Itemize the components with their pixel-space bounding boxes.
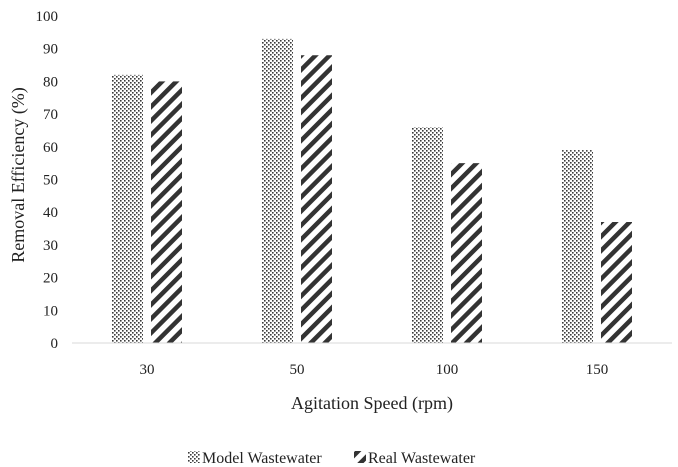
x-tick-label: 50	[290, 362, 305, 378]
y-tick-label: 20	[43, 271, 58, 287]
y-tick-label: 70	[43, 107, 58, 123]
x-tick-labels: 30 50 100 150	[140, 362, 609, 378]
bar-model-30	[112, 75, 143, 343]
bar-model-50	[262, 39, 293, 343]
legend: Model Wastewater Real Wastewater	[188, 450, 476, 467]
bar-real-100	[451, 163, 482, 343]
bar-real-30	[151, 81, 182, 343]
y-axis-title: Removal Efficiency (%)	[8, 87, 29, 263]
bars	[112, 39, 632, 343]
y-tick-label: 90	[43, 42, 58, 58]
y-tick-label: 30	[43, 238, 58, 254]
y-tick-label: 0	[51, 336, 59, 352]
x-tick-label: 100	[436, 362, 459, 378]
legend-label-real: Real Wastewater	[368, 450, 476, 467]
x-axis-title: Agitation Speed (rpm)	[291, 393, 453, 414]
x-tick-label: 30	[140, 362, 155, 378]
x-tick-label: 150	[586, 362, 609, 378]
bar-model-150	[562, 150, 593, 343]
legend-label-model: Model Wastewater	[202, 450, 322, 467]
legend-swatch-model	[188, 451, 200, 463]
y-tick-label: 100	[36, 9, 59, 25]
bar-real-50	[301, 55, 332, 343]
y-tick-labels: 0 10 20 30 40 50 60 70 80 90 100	[36, 9, 59, 352]
y-tick-label: 80	[43, 74, 58, 90]
y-tick-label: 10	[43, 303, 58, 319]
bar-real-150	[601, 222, 632, 343]
y-tick-label: 40	[43, 205, 58, 221]
y-tick-label: 60	[43, 140, 58, 156]
legend-swatch-real	[354, 451, 366, 463]
y-tick-label: 50	[43, 173, 58, 189]
bar-model-100	[412, 127, 443, 343]
